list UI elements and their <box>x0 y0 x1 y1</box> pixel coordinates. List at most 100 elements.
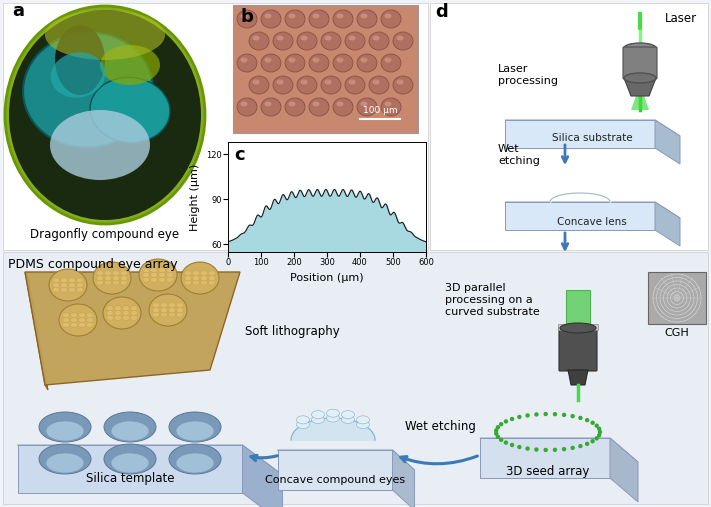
Ellipse shape <box>321 76 341 94</box>
Circle shape <box>570 414 574 418</box>
Polygon shape <box>505 120 680 136</box>
Ellipse shape <box>341 415 355 423</box>
Polygon shape <box>505 120 655 148</box>
Circle shape <box>594 423 599 428</box>
Ellipse shape <box>105 271 112 276</box>
Ellipse shape <box>360 14 368 18</box>
Ellipse shape <box>393 32 413 50</box>
Ellipse shape <box>169 312 176 317</box>
Circle shape <box>578 416 582 420</box>
Ellipse shape <box>313 57 319 62</box>
Ellipse shape <box>176 303 183 308</box>
Ellipse shape <box>104 444 156 474</box>
Circle shape <box>494 431 498 436</box>
Circle shape <box>570 446 574 450</box>
Ellipse shape <box>100 45 160 85</box>
Ellipse shape <box>176 421 214 441</box>
Text: c: c <box>234 147 245 164</box>
Ellipse shape <box>112 271 119 276</box>
Ellipse shape <box>114 310 122 315</box>
Ellipse shape <box>78 322 85 328</box>
Ellipse shape <box>264 14 272 18</box>
Ellipse shape <box>77 282 83 287</box>
Ellipse shape <box>373 35 380 41</box>
Ellipse shape <box>131 315 137 320</box>
Text: Silica template: Silica template <box>86 472 174 485</box>
Ellipse shape <box>393 76 413 94</box>
Circle shape <box>585 418 589 422</box>
Ellipse shape <box>385 57 392 62</box>
Ellipse shape <box>311 415 324 423</box>
Ellipse shape <box>373 80 380 85</box>
Polygon shape <box>25 272 240 385</box>
Ellipse shape <box>184 280 191 285</box>
Ellipse shape <box>152 308 159 312</box>
Ellipse shape <box>93 262 131 294</box>
Ellipse shape <box>159 268 166 273</box>
Ellipse shape <box>152 312 159 317</box>
Ellipse shape <box>131 306 137 311</box>
Ellipse shape <box>208 271 215 276</box>
Ellipse shape <box>381 10 401 28</box>
Text: CGH: CGH <box>665 328 690 338</box>
Polygon shape <box>277 450 415 470</box>
Ellipse shape <box>46 453 84 473</box>
Text: Dragonfly compound eye: Dragonfly compound eye <box>31 228 180 241</box>
Circle shape <box>517 445 522 449</box>
Ellipse shape <box>151 272 158 277</box>
Ellipse shape <box>285 98 305 116</box>
Ellipse shape <box>193 280 200 285</box>
Ellipse shape <box>60 278 68 283</box>
Ellipse shape <box>53 282 60 287</box>
Ellipse shape <box>357 10 377 28</box>
Text: Laser: Laser <box>665 12 697 25</box>
Ellipse shape <box>97 271 104 276</box>
Ellipse shape <box>237 54 257 72</box>
Circle shape <box>510 443 514 447</box>
Ellipse shape <box>336 57 343 62</box>
Ellipse shape <box>68 278 75 283</box>
Ellipse shape <box>53 278 60 283</box>
Circle shape <box>496 425 500 429</box>
Ellipse shape <box>624 43 656 53</box>
Ellipse shape <box>68 282 75 287</box>
Ellipse shape <box>151 277 158 282</box>
Ellipse shape <box>333 10 353 28</box>
Ellipse shape <box>114 315 122 320</box>
Ellipse shape <box>309 10 329 28</box>
Text: 3D parallel
processing on a
curved substrate: 3D parallel processing on a curved subst… <box>445 283 540 316</box>
Ellipse shape <box>122 310 129 315</box>
Circle shape <box>525 413 530 418</box>
Circle shape <box>598 430 602 434</box>
Ellipse shape <box>311 411 324 419</box>
Circle shape <box>562 413 566 417</box>
Ellipse shape <box>397 80 404 85</box>
Polygon shape <box>480 438 638 462</box>
Text: Laser
processing: Laser processing <box>498 64 558 86</box>
Ellipse shape <box>301 80 307 85</box>
Ellipse shape <box>313 14 319 18</box>
Polygon shape <box>25 272 48 390</box>
Ellipse shape <box>324 35 331 41</box>
Ellipse shape <box>345 32 365 50</box>
Text: 100 μm: 100 μm <box>363 106 397 115</box>
Ellipse shape <box>50 52 105 98</box>
Polygon shape <box>655 120 680 164</box>
Polygon shape <box>655 202 680 246</box>
Ellipse shape <box>176 453 214 473</box>
Ellipse shape <box>120 280 127 285</box>
Ellipse shape <box>273 32 293 50</box>
Ellipse shape <box>39 444 91 474</box>
Circle shape <box>594 436 599 441</box>
Ellipse shape <box>264 101 272 106</box>
Polygon shape <box>624 78 656 96</box>
Ellipse shape <box>9 10 201 220</box>
Ellipse shape <box>369 32 389 50</box>
Ellipse shape <box>348 80 356 85</box>
Ellipse shape <box>39 412 91 442</box>
Ellipse shape <box>289 101 296 106</box>
Polygon shape <box>242 445 282 507</box>
Polygon shape <box>631 96 649 110</box>
FancyBboxPatch shape <box>233 5 418 133</box>
FancyBboxPatch shape <box>648 272 706 324</box>
